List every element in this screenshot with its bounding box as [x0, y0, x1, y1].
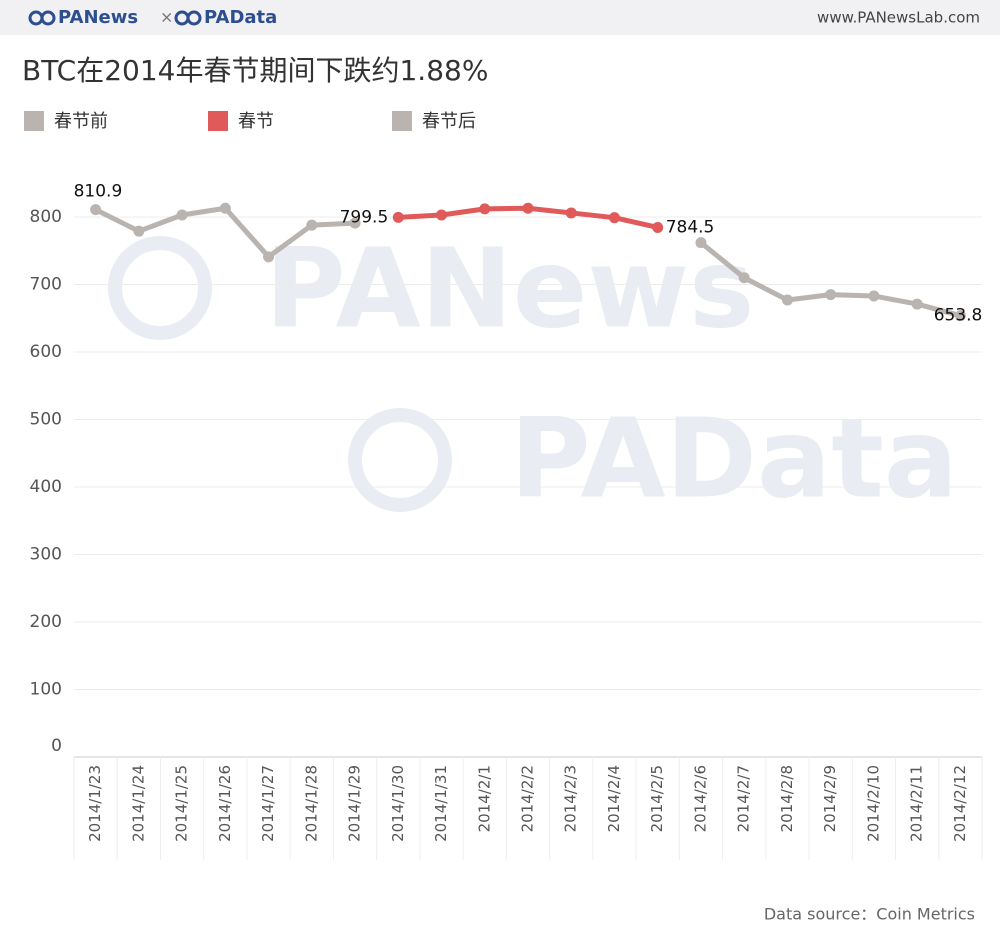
- point: [911, 298, 923, 310]
- point: [263, 251, 275, 263]
- x-tick-label: 2014/2/9: [821, 765, 839, 832]
- x-tick-label: 2014/2/5: [648, 765, 666, 832]
- point: [522, 202, 534, 214]
- legend-swatch: [208, 111, 228, 131]
- x-tick-label: 2014/2/3: [562, 765, 580, 832]
- chart-title: BTC在2014年春节期间下跌约1.88%: [22, 54, 488, 87]
- point: [176, 209, 188, 221]
- y-tick-label: 100: [30, 680, 62, 700]
- watermark-logo: [108, 236, 212, 340]
- point: [392, 211, 404, 223]
- point: [133, 225, 145, 237]
- url: www.PANewsLab.com: [817, 9, 980, 27]
- point: [436, 209, 448, 221]
- legend-swatch: [24, 111, 44, 131]
- brand: PANews: [58, 7, 138, 28]
- x-tick-label: 2014/2/4: [605, 765, 623, 832]
- x-tick-label: 2014/1/29: [346, 765, 364, 842]
- y-tick-label: 600: [30, 342, 62, 362]
- point: [349, 217, 361, 229]
- data-label: 799.5: [340, 207, 389, 227]
- x-tick-label: 2014/1/30: [389, 765, 407, 842]
- y-tick-label: 200: [30, 612, 62, 632]
- y-tick-label: 700: [30, 275, 62, 295]
- y-tick-label: 0: [51, 736, 62, 756]
- point: [306, 219, 318, 231]
- legend-label: 春节: [238, 111, 274, 132]
- legend-label: 春节前: [54, 111, 108, 132]
- data-label: 810.9: [74, 182, 123, 202]
- x-tick-label: 2014/1/27: [259, 765, 277, 842]
- data-label: 784.5: [666, 217, 715, 237]
- logo: [40, 10, 56, 26]
- x-tick-label: 2014/1/31: [432, 765, 450, 842]
- watermark-logo: [348, 408, 452, 512]
- x-tick-label: 2014/2/6: [691, 765, 709, 832]
- data-label: 653.8: [934, 306, 983, 326]
- watermark: PANews: [265, 224, 754, 352]
- x-tick-label: 2014/2/8: [778, 765, 796, 832]
- x-tick-label: 2014/1/24: [129, 765, 147, 842]
- legend-swatch: [392, 111, 412, 131]
- x-tick-label: 2014/1/25: [173, 765, 191, 842]
- logo: [186, 10, 202, 26]
- x-tick-label: 2014/1/28: [302, 765, 320, 842]
- point: [825, 289, 837, 301]
- x-tick-label: 2014/2/7: [735, 765, 753, 832]
- point: [738, 272, 750, 284]
- header-bar: [0, 0, 1000, 35]
- x-tick-label: 2014/2/1: [475, 765, 493, 832]
- x-tick-label: 2014/1/23: [86, 765, 104, 842]
- y-tick-label: 300: [30, 545, 62, 565]
- legend-label: 春节后: [422, 111, 476, 132]
- x-tick-label: 2014/2/11: [908, 765, 926, 842]
- brand2: PAData: [204, 7, 277, 28]
- point: [565, 207, 577, 219]
- x-tick-label: 2014/2/2: [519, 765, 537, 832]
- y-tick-label: 500: [30, 410, 62, 430]
- separator: ×: [160, 8, 173, 27]
- point: [608, 212, 620, 224]
- y-tick-label: 800: [30, 207, 62, 227]
- point: [781, 294, 793, 306]
- watermark: PAData: [510, 394, 958, 522]
- x-tick-label: 2014/1/26: [216, 765, 234, 842]
- point: [219, 202, 231, 214]
- source: Data source：Coin Metrics: [764, 905, 975, 924]
- point: [90, 204, 102, 216]
- point: [954, 310, 966, 322]
- point: [479, 203, 491, 215]
- point: [695, 237, 707, 249]
- point: [868, 290, 880, 302]
- y-tick-label: 400: [30, 477, 62, 497]
- x-tick-label: 2014/2/12: [951, 765, 969, 842]
- point: [652, 221, 664, 233]
- x-tick-label: 2014/2/10: [864, 765, 882, 842]
